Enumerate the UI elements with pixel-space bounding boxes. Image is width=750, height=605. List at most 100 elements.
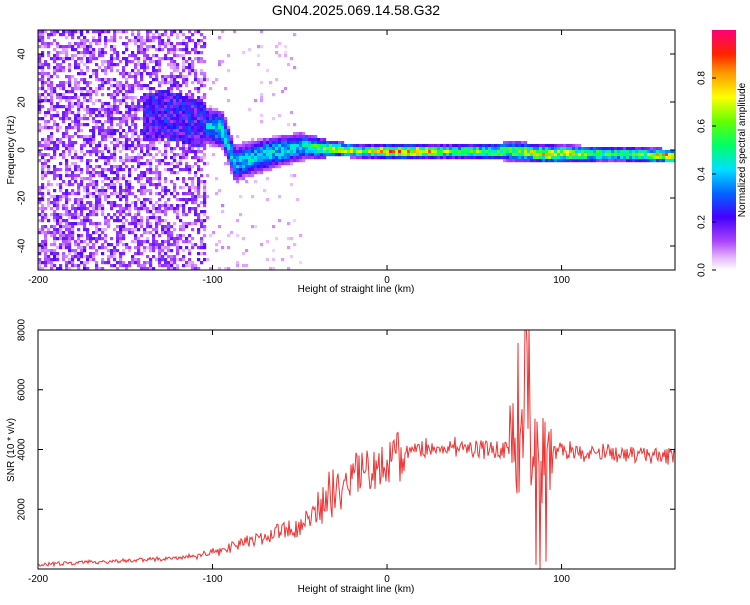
spectrogram-cell [47,201,51,205]
spectrogram-cell [59,105,63,109]
spectrogram-cell [143,135,147,139]
spectrogram-cell [65,237,69,241]
spectrogram-cell [167,249,171,253]
y-tick-label: -40 [17,238,28,253]
spectrogram-cell [149,108,153,112]
spectrogram-cell [485,153,489,157]
spectrogram-cell [611,156,615,160]
spectrogram-cell [278,162,282,166]
spectrogram-cell [47,141,51,145]
spectrogram-cell [332,150,336,154]
spectrogram-cell [341,147,345,151]
spectrogram-cell [119,111,123,115]
spectrogram-cell [191,102,195,106]
spectrogram-cell [89,183,93,187]
spectrogram-cell [188,120,192,124]
spectrogram-cell [353,144,357,148]
spectrogram-cell [443,150,447,154]
spectrogram-cell [50,141,54,145]
spectrogram-cell [449,150,453,154]
spectrogram-cell [287,237,291,241]
spectrogram-cell [596,147,600,151]
spectrogram-cell [161,219,165,223]
spectrogram-cell [56,51,60,55]
spectrogram-cell [182,105,186,109]
spectrogram-cell [176,93,180,97]
spectrogram-cell [617,147,621,151]
spectrogram-cell [206,138,210,142]
spectrogram-cell [65,45,69,49]
spectrogram-cell [47,75,51,79]
spectrogram-cell [278,144,282,148]
spectrogram-cell [38,105,42,109]
spectrogram-cell [203,225,207,229]
spectrogram-cell [89,255,93,259]
spectrogram-cell [95,87,99,91]
spectrogram-cell [371,147,375,151]
spectrogram-cell [86,243,90,247]
spectrogram-cell [167,204,171,208]
spectrogram-cell [44,186,48,190]
spectrogram-cell [329,147,333,151]
spectrogram-cell [191,267,195,270]
spectrogram-cell [62,219,66,223]
spectrogram-cell [38,57,42,61]
spectrogram-cell [227,234,231,238]
spectrogram-cell [62,30,66,34]
spectrogram-cell [122,216,126,220]
spectrogram-cell [287,63,291,67]
spectrogram-cell [158,33,162,37]
spectrogram-cell [74,162,78,166]
spectrogram-cell [533,147,537,151]
spectrogram-cell [176,120,180,124]
spectrogram-cell [152,33,156,37]
spectrogram-cell [182,228,186,232]
spectrogram-cell [200,69,204,73]
spectrogram-cell [65,90,69,94]
spectrogram-cell [89,246,93,250]
spectrogram-cell [128,213,132,217]
spectrogram-cell [164,261,168,265]
spectrogram-cell [158,264,162,268]
spectrogram-cell [452,153,456,157]
spectrogram-cell [203,183,207,187]
spectrogram-cell [197,108,201,112]
spectrogram-cell [194,129,198,133]
spectrogram-cell [65,54,69,58]
spectrogram-cell [269,150,273,154]
spectrogram-cell [173,183,177,187]
spectrogram-cell [152,243,156,247]
spectrogram-cell [518,144,522,148]
spectrogram-cell [158,36,162,40]
snr-xlabel: Height of straight line (km) [298,584,415,595]
spectrogram-cell [158,84,162,88]
spectrogram-cell [146,150,150,154]
spectrogram-cell [293,132,297,136]
spectrogram-cell [191,60,195,64]
spectrogram-cell [50,84,54,88]
spectrogram-cell [158,102,162,106]
spectrogram-cell [239,153,243,157]
spectrogram-cell [518,150,522,154]
spectrogram-cell [131,60,135,64]
spectrogram-cell [131,231,135,235]
spectrogram-cell [602,153,606,157]
spectrogram-cell [140,192,144,196]
spectrogram-cell [110,156,114,160]
spectrogram-cell [251,195,255,199]
spectrogram-cell [203,126,207,130]
spectrogram-cell [446,150,450,154]
spectrogram-cell [65,255,69,259]
spectrogram-cells [38,30,675,270]
spectrogram-cell [572,156,576,160]
spectrogram-cell [215,135,219,139]
spectrogram-cell [503,159,507,163]
spectrogram-cell [266,141,270,145]
spectrogram-cell [272,117,276,121]
spectrogram-cell [38,144,42,148]
spectrogram-cell [149,189,153,193]
spectrogram-cell [449,144,453,148]
spectrogram-cell [185,138,189,142]
spectrogram-cell [179,105,183,109]
spectrogram-cell [200,246,204,250]
